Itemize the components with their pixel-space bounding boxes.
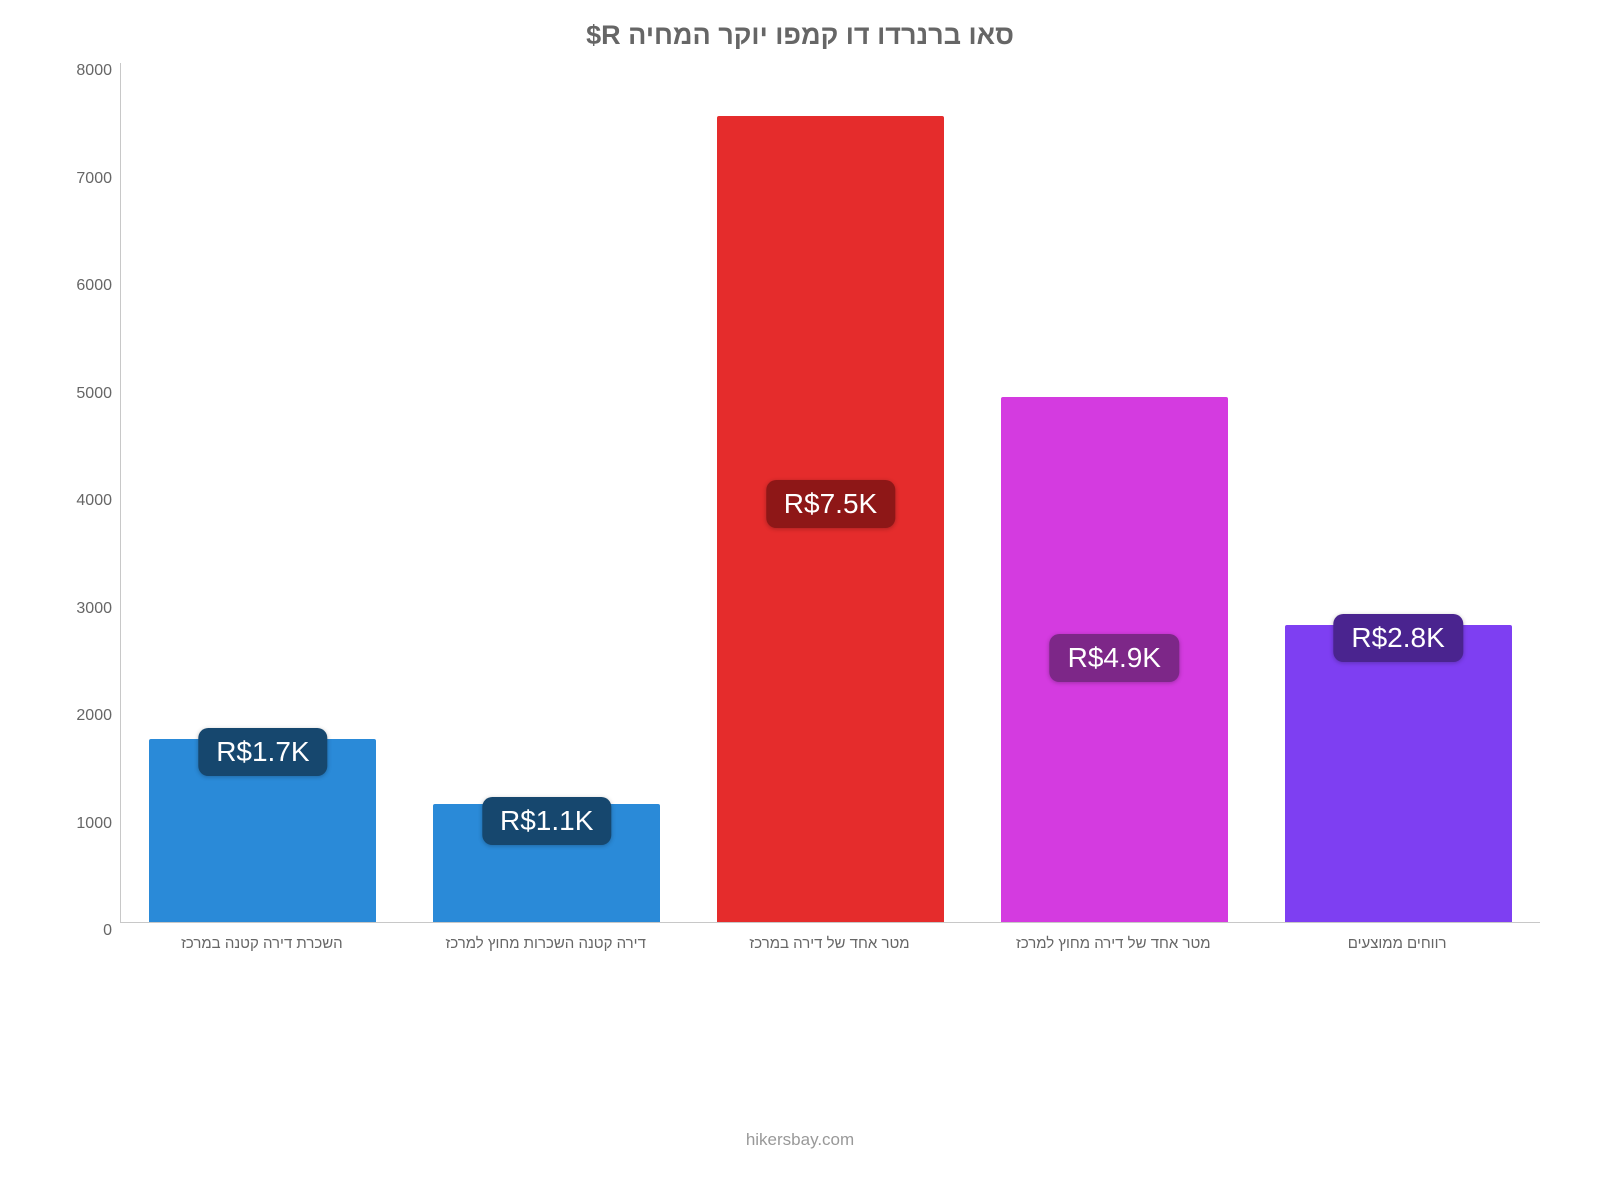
x-category-label: השכרת דירה קטנה במרכז [181,935,343,952]
y-tick-label: 3000 [76,600,112,618]
footer-credit: hikersbay.com [0,1130,1600,1150]
x-category-label: רווחים ממוצעים [1348,935,1447,952]
y-tick-label: 5000 [76,385,112,403]
chart-container: סאו ברנרדו דו קמפו יוקר המחיה R$ 0 1000 20… [60,20,1540,1070]
y-tick-label: 7000 [76,170,112,188]
y-tick-label: 2000 [76,707,112,725]
bar-value-chip: R$2.8K [1333,614,1462,662]
x-axis-labels: השכרת דירה קטנה במרכז דירה קטנה השכרות מח… [120,929,1540,959]
bar-value-chip: R$7.5K [766,480,895,528]
x-category-label: מטר אחד של דירה מחוץ למרכז [1016,935,1211,952]
bars-group: R$1.7K R$1.1K R$7.5K R$4.9K R$2.8K [121,63,1540,922]
bar-value-chip: R$4.9K [1050,634,1179,682]
x-category-label: דירה קטנה השכרות מחוץ למרכז [445,935,645,952]
x-category-label: מטר אחד של דירה במרכז [749,935,909,952]
y-tick-label: 0 [103,922,112,940]
y-tick-label: 8000 [76,62,112,80]
y-axis: 010002000300040005000600070008000 [60,63,120,923]
chart-title: סאו ברנרדו דו קמפו יוקר המחיה R$ [60,20,1540,51]
y-tick-label: 6000 [76,277,112,295]
plot-area: R$1.7K R$1.1K R$7.5K R$4.9K R$2.8K [120,63,1540,923]
bar [1285,625,1512,922]
bar-value-chip: R$1.1K [482,797,611,845]
plot-outer: 010002000300040005000600070008000 R$1.7K… [60,63,1540,923]
y-tick-label: 1000 [76,815,112,833]
y-tick-label: 4000 [76,492,112,510]
bar-value-chip: R$1.7K [198,728,327,776]
